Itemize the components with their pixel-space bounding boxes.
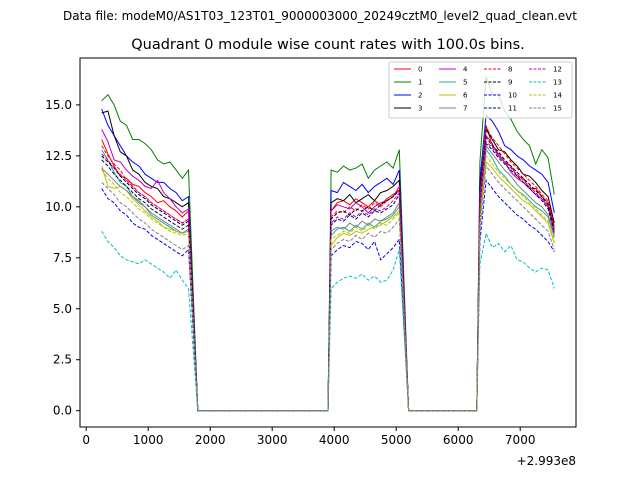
legend-label-15: 15 [553,105,562,113]
legend-label-7: 7 [463,105,467,113]
legend-label-2: 2 [418,92,422,100]
legend-label-9: 9 [508,79,512,87]
x-axis: 0 1000 2000 3000 4000 5000 6000 7000 [82,427,535,447]
x-tick-label: 3000 [257,433,288,447]
x-tick-label: 2000 [195,433,226,447]
series-line-15 [101,164,555,412]
legend-label-3: 3 [418,105,422,113]
legend-label-8: 8 [508,66,512,74]
series-line-12 [101,140,555,412]
y-tick-label: 10.0 [45,200,72,214]
x-offset-label: +2.993e8 [517,454,576,468]
y-tick-label: 7.5 [53,251,72,265]
series-line-0 [101,125,555,412]
series-line-11 [101,142,555,412]
plot-frame [79,57,577,428]
y-axis: 0.0 2.5 5.0 7.5 10.0 12.5 15.0 [45,98,80,418]
chart-title: Quadrant 0 module wise count rates with … [131,37,525,53]
series-line-9 [101,136,555,412]
series-line-4 [101,129,555,412]
legend-label-10: 10 [508,92,517,100]
y-tick-label: 5.0 [53,302,72,316]
x-tick-label: 1000 [133,433,164,447]
legend-label-11: 11 [508,105,517,113]
legend-label-1: 1 [418,79,422,87]
series-line-7 [101,144,555,412]
y-tick-label: 12.5 [45,149,72,163]
y-tick-label: 15.0 [45,98,72,112]
plot-lines [101,76,555,412]
x-tick-label: 4000 [319,433,350,447]
legend-label-12: 12 [553,66,562,74]
legend-label-5: 5 [463,79,467,87]
legend-box [388,61,573,119]
legend-label-0: 0 [418,66,422,74]
legend-label-4: 4 [463,66,468,74]
legend-label-14: 14 [553,92,562,100]
y-tick-label: 0.0 [53,404,72,418]
legend-label-13: 13 [553,79,562,87]
legend-label-6: 6 [463,92,468,100]
x-tick-label: 0 [82,433,90,447]
x-tick-label: 7000 [505,433,536,447]
x-tick-label: 5000 [381,433,412,447]
series-line-2 [101,108,555,412]
y-tick-label: 2.5 [53,353,72,367]
file-suptitle: Data file: modeM0/AS1T03_123T01_90000030… [63,9,577,23]
series-line-8 [101,125,555,412]
x-tick-label: 6000 [443,433,474,447]
